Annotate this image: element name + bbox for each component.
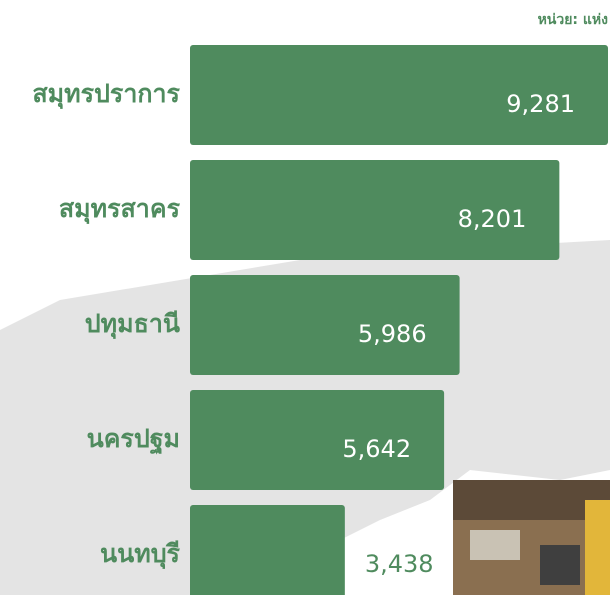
unit-label: หน่วย: แห่ง [538, 12, 609, 28]
category-label: นนทบุรี [100, 539, 181, 570]
value-label: 8,201 [458, 205, 527, 233]
bar [190, 45, 608, 145]
value-label: 9,281 [506, 90, 575, 118]
value-label: 3,438 [365, 550, 434, 578]
bar [190, 505, 345, 595]
value-label: 5,986 [358, 320, 427, 348]
category-label: นครปฐม [87, 424, 180, 455]
bar [190, 275, 460, 375]
bar [190, 160, 560, 260]
value-label: 5,642 [342, 435, 411, 463]
bar [190, 390, 445, 490]
photo [453, 480, 610, 595]
category-label: ปทุมธานี [85, 309, 180, 340]
category-label: สมุทรปราการ [32, 79, 180, 110]
category-label: สมุทรสาคร [59, 194, 181, 225]
